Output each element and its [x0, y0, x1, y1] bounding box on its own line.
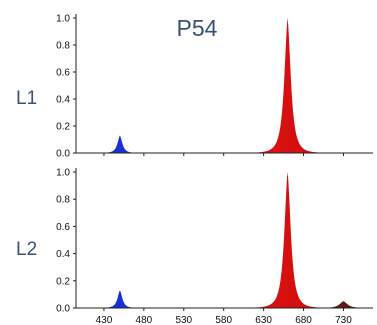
- x-tick-label: 530: [175, 315, 192, 325]
- panel-l1: 0.0 0.2 0.4 0.6 0.8 1.0: [56, 14, 373, 160]
- peak-red-panel-l1: [233, 18, 342, 153]
- y-tick-label-l1: 0.6: [56, 68, 70, 79]
- chart-title: P54: [177, 15, 218, 41]
- panel-label-l1: L1: [16, 88, 37, 109]
- peak-blue-panel-l2: [80, 290, 160, 308]
- y-tick-label-l2: 0.8: [56, 195, 70, 206]
- y-tick-label-l2: 1.0: [56, 168, 70, 179]
- panel-l2: 0.0 0.2 0.4 0.6 0.8 1.0: [56, 168, 373, 315]
- y-tick-label-l2: 0.4: [56, 249, 70, 260]
- y-tick-label-l2: 0.6: [56, 222, 70, 233]
- y-tick-label-l2: 0.2: [56, 276, 70, 287]
- x-tick-label: 630: [255, 315, 272, 325]
- panel-label-l2: L2: [16, 239, 37, 260]
- y-tick-label-l1: 0.2: [56, 122, 70, 133]
- x-tick-label: 430: [96, 315, 113, 325]
- x-axis: 430 480 530 580 630 680 730: [96, 315, 353, 325]
- x-tick-label: 480: [136, 315, 153, 325]
- y-tick-label-l1: 0.0: [56, 149, 70, 160]
- x-tick-label: 580: [215, 315, 232, 325]
- y-tick-label-l2: 0.0: [56, 304, 70, 315]
- y-tick-label-l1: 0.4: [56, 95, 70, 106]
- peak-far-red-panel-l2: [278, 301, 373, 308]
- peak-red-panel-l2: [233, 172, 342, 308]
- y-tick-label-l1: 0.8: [56, 41, 70, 52]
- peak-blue-panel-l1: [80, 135, 160, 153]
- y-tick-label-l1: 1.0: [56, 14, 70, 25]
- x-tick-label: 680: [295, 315, 312, 325]
- x-tick-label: 730: [335, 315, 352, 325]
